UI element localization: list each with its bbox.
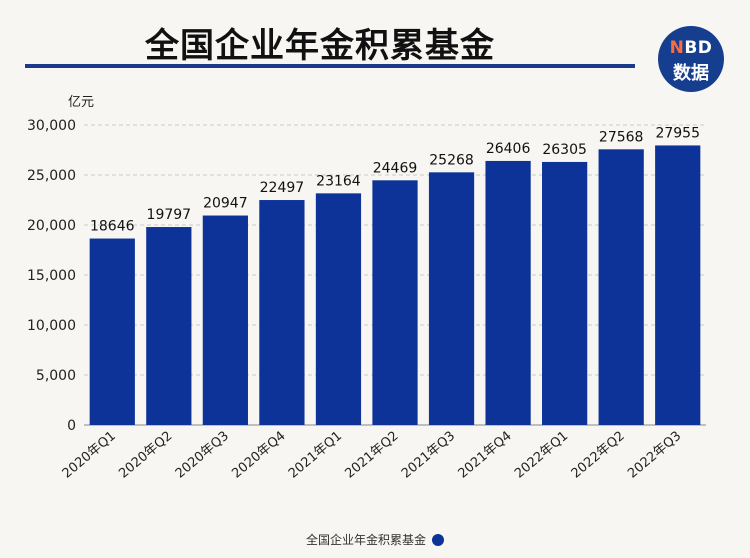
- bar: [202, 215, 248, 425]
- bar: [485, 160, 531, 425]
- bar: [542, 161, 588, 425]
- bar: [655, 145, 701, 425]
- y-tick-label: 5,000: [36, 368, 76, 384]
- data-label: 23164: [316, 173, 361, 189]
- x-tick-label: 2020年Q1: [60, 429, 119, 482]
- data-label: 24469: [373, 160, 418, 176]
- legend-label: 全国企业年金积累基金: [305, 533, 426, 547]
- x-tick-label: 2021年Q3: [399, 429, 458, 482]
- y-tick-label: 25,000: [27, 168, 76, 184]
- y-axis-unit: 亿元: [68, 95, 94, 110]
- bar: [428, 172, 475, 425]
- y-tick-label: 30,000: [27, 118, 76, 134]
- bar: [259, 200, 305, 425]
- legend-marker: [432, 534, 444, 546]
- x-tick-label: 2022年Q2: [569, 429, 628, 482]
- logo-bottom-text: 数据: [673, 63, 709, 84]
- data-label: 20947: [203, 196, 248, 212]
- y-tick-label: 15,000: [27, 268, 76, 284]
- chart-title: 全国企业年金积累基金: [145, 26, 495, 66]
- logo-top-text: NBD: [669, 38, 713, 58]
- x-tick-label: 2020年Q3: [173, 429, 232, 482]
- bar: [315, 193, 362, 425]
- data-label: 27955: [655, 125, 700, 141]
- x-tick-label: 2022年Q3: [625, 429, 684, 482]
- y-tick-label: 20,000: [27, 218, 76, 234]
- title-underline: [25, 64, 635, 68]
- data-label: 19797: [147, 207, 192, 223]
- legend: 全国企业年金积累基金: [0, 531, 750, 548]
- data-label: 27568: [599, 129, 644, 145]
- nbd-logo: NBD 数据: [658, 26, 724, 92]
- bar: [89, 238, 135, 425]
- x-tick-label: 2021年Q1: [286, 429, 345, 482]
- y-tick-label: 0: [67, 418, 76, 434]
- y-tick-label: 10,000: [27, 318, 76, 334]
- data-label: 25268: [429, 152, 474, 168]
- data-label: 22497: [260, 180, 305, 196]
- bar: [372, 180, 418, 425]
- x-tick-label: 2020年Q4: [229, 429, 288, 482]
- data-label: 26406: [486, 141, 531, 157]
- bar: [146, 227, 192, 425]
- bar: [598, 149, 644, 425]
- x-tick-label: 2021年Q2: [342, 429, 401, 482]
- data-label: 26305: [542, 142, 587, 158]
- x-tick-label: 2020年Q2: [116, 429, 175, 482]
- data-label: 18646: [90, 219, 135, 235]
- x-tick-label: 2021年Q4: [456, 429, 515, 482]
- x-tick-label: 2022年Q1: [512, 429, 571, 482]
